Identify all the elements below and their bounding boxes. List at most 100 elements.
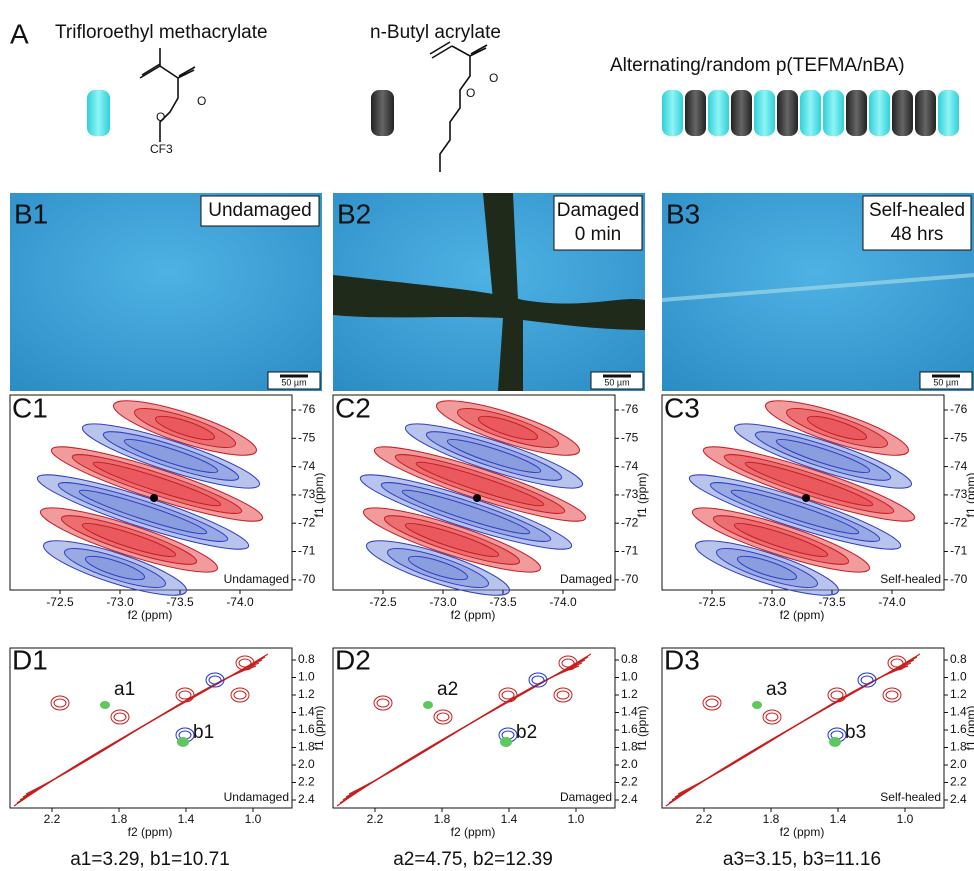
y-tick-label: 1.0: [298, 670, 315, 684]
x-tick-label: 1.0: [568, 812, 585, 826]
diagonal-contour: [340, 657, 588, 803]
x-tick-label: -73.0: [429, 595, 457, 609]
polymer-block: [915, 90, 936, 136]
x-axis-label: f2 (ppm): [780, 825, 825, 839]
peak-label: a1: [114, 679, 135, 700]
polymer-chain: [662, 90, 959, 136]
diagonal-contour: [669, 657, 917, 803]
cross-peak: [54, 699, 66, 707]
plot-frame: [10, 648, 292, 808]
x-tick-label: -74.0: [549, 595, 577, 609]
x-axis-label: f2 (ppm): [451, 825, 496, 839]
peak-marker: [150, 494, 158, 502]
y-tick-label: -76: [621, 402, 639, 416]
monomer-name: Trifloroethyl methacrylate: [55, 22, 268, 43]
x-tick-label: -72.5: [369, 595, 397, 609]
cross-peak: [831, 691, 843, 699]
cross-peak: [209, 676, 221, 684]
cross-peak: [562, 659, 574, 667]
monomer-block: [371, 90, 394, 136]
scale-label: 50 µm: [604, 377, 629, 387]
panel-label: D1: [12, 644, 48, 675]
plot-frame: [333, 648, 615, 808]
y-tick-label: -70: [621, 572, 639, 586]
result: a2=4.75, b2=12.39: [393, 849, 553, 870]
diagonal-contour: [343, 660, 585, 800]
state-label: Self-healed: [880, 572, 941, 586]
polymer-block: [823, 90, 844, 136]
x-tick-label: 1.0: [897, 812, 914, 826]
state-label: Undamaged: [224, 572, 289, 586]
polymer-block: [662, 90, 683, 136]
x-axis-label: f2 (ppm): [128, 608, 173, 622]
y-tick-label: -74: [950, 459, 968, 473]
y-axis-label: f1 (ppm): [635, 473, 649, 518]
diagonal-contour: [17, 657, 265, 803]
x-tick-label: 1.8: [111, 812, 128, 826]
polymer-block: [892, 90, 913, 136]
y-tick-label: -70: [950, 572, 968, 586]
status-text: 48 hrs: [891, 224, 944, 245]
cross-peak: [891, 659, 903, 667]
polymer-block: [846, 90, 867, 136]
y-tick-label: 2.4: [298, 792, 315, 806]
atom: CF3: [150, 142, 173, 156]
polymer-block: [754, 90, 775, 136]
x-tick-label: -74.0: [226, 595, 254, 609]
y-tick-label: 2.2: [950, 775, 967, 789]
cross-peak: [706, 699, 718, 707]
noe-peak: [177, 737, 189, 747]
panel-label: D3: [664, 644, 700, 675]
y-tick-label: -74: [621, 459, 639, 473]
panel-a: A Trifloroethyl methacrylate n-Butyl acr…: [10, 18, 959, 172]
atom: O: [489, 71, 498, 85]
x-tick-label: 1.4: [178, 812, 195, 826]
x-axis-label: f2 (ppm): [128, 825, 173, 839]
cross-peak: [377, 699, 389, 707]
y-axis-label: f1 (ppm): [964, 473, 974, 518]
y-tick-label: -75: [621, 430, 639, 444]
monomer-name: n-Butyl acrylate: [370, 22, 501, 43]
peak-label: b3: [845, 722, 866, 743]
state-label: Damaged: [560, 790, 612, 804]
polymer-name: Alternating/random p(TEFMA/nBA): [610, 55, 905, 76]
state-label: Self-healed: [880, 790, 941, 804]
cross-peak: [114, 713, 126, 721]
cross-peak: [532, 676, 544, 684]
panels: B1Undamaged50 µm-72.5-73.0-73.5-74.0-76-…: [10, 193, 974, 870]
peak-label: a2: [437, 679, 458, 700]
y-tick-label: 1.2: [621, 687, 638, 701]
polymer-block: [777, 90, 798, 136]
y-tick-label: 2.0: [298, 757, 315, 771]
polymer-block: [685, 90, 706, 136]
x-tick-label: -73.5: [166, 595, 194, 609]
atom: O: [156, 110, 165, 124]
cross-peak: [557, 691, 569, 699]
x-tick-label: 1.0: [245, 812, 262, 826]
y-tick-label: 2.2: [621, 775, 638, 789]
cross-peak: [179, 691, 191, 699]
y-tick-label: 2.0: [621, 757, 638, 771]
x-tick-label: -74.0: [878, 595, 906, 609]
result: a1=3.29, b1=10.71: [70, 849, 230, 870]
structure: [430, 42, 487, 172]
y-tick-label: -71: [298, 544, 316, 558]
y-axis-label: f1 (ppm): [635, 706, 649, 751]
x-tick-label: -73.5: [818, 595, 846, 609]
x-tick-label: -73.5: [489, 595, 517, 609]
y-tick-label: 0.8: [621, 652, 638, 666]
noe-peak: [829, 737, 841, 747]
polymer-block: [869, 90, 890, 136]
y-tick-label: 1.2: [298, 687, 315, 701]
result: a3=3.15, b3=11.16: [723, 849, 881, 870]
x-tick-label: 1.4: [830, 812, 847, 826]
y-tick-label: 1.2: [950, 687, 967, 701]
noe-peak: [752, 701, 762, 709]
y-tick-label: 0.8: [950, 652, 967, 666]
x-axis-label: f2 (ppm): [451, 608, 496, 622]
polymer-block: [800, 90, 821, 136]
panel-label: B2: [337, 198, 371, 229]
x-tick-label: 1.4: [501, 812, 518, 826]
